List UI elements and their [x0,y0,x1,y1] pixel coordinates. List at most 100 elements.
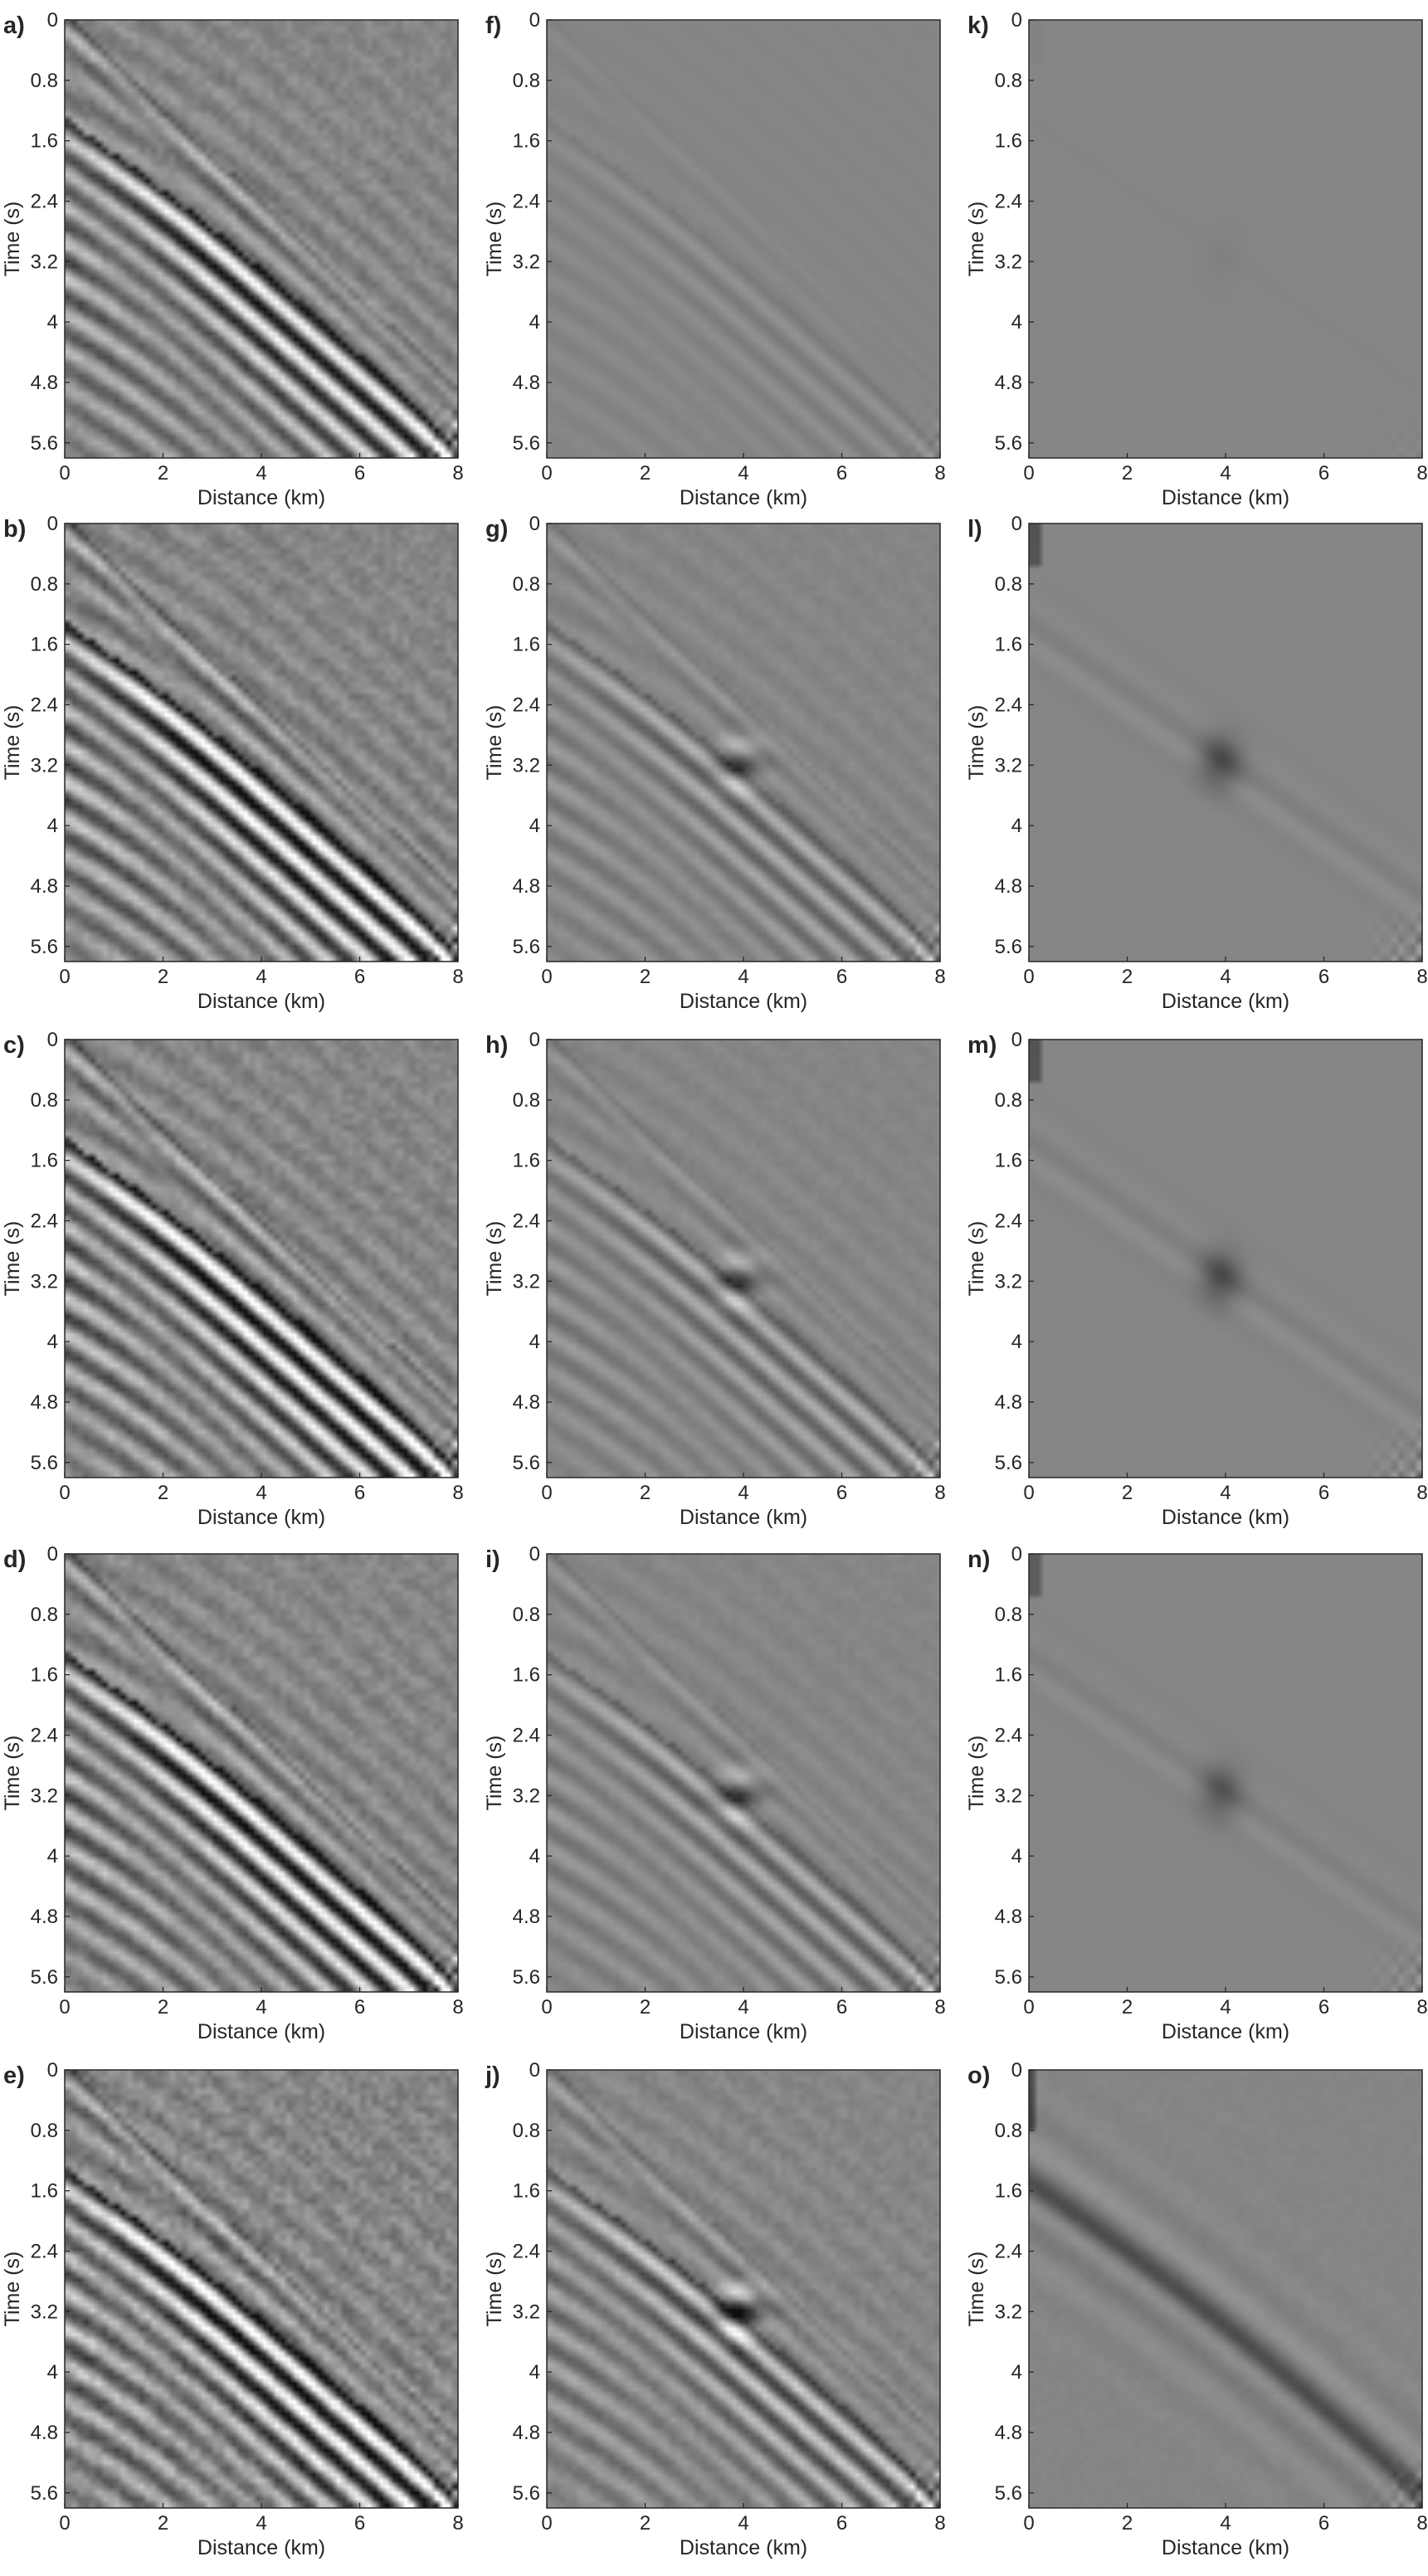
y-tick-label: 4.8 [31,2422,58,2444]
gather-image [1029,1554,1422,1992]
x-tick-label: 2 [1122,1996,1133,2018]
x-tick-label: 2 [640,1996,651,2018]
y-tick-label: 4 [47,1331,58,1353]
y-tick-label: 5.6 [513,1452,540,1474]
y-tick-label: 2.4 [513,1724,540,1746]
panel-h: 0 2 4 6 8 0 0.8 1.6 2.4 3.2 4 4.8 5.6 Distance (km) Ti… [483,1029,946,1529]
y-tick-label: 4 [47,1845,58,1867]
x-tick-label: 4 [256,1482,266,1504]
y-axis-title: Time (s) [965,202,988,277]
gather-image [547,1040,940,1478]
y-tick-label: 1.6 [995,2180,1022,2203]
panel-f: 0 2 4 6 8 0 0.8 1.6 2.4 3.2 4 4.8 5.6 Distance (km) Ti… [483,9,946,509]
y-axis-title: Time (s) [965,705,988,781]
x-tick-label: 4 [738,1482,748,1504]
y-tick-label: 5.6 [31,2482,58,2505]
y-tick-label: 4.8 [995,372,1022,394]
y-tick-label: 0.8 [31,573,58,596]
x-axis-title: Distance (km) [197,1506,325,1529]
y-tick-label: 0 [529,9,540,32]
x-tick-label: 0 [59,966,70,988]
y-tick-label: 0.8 [513,1604,540,1626]
panel-l: 0 2 4 6 8 0 0.8 1.6 2.4 3.2 4 4.8 5.6 Distance (km) Ti… [965,513,1428,1013]
panel-label: n) [967,1546,990,1573]
x-tick-label: 0 [59,1482,70,1504]
y-tick-label: 2.4 [995,1210,1022,1232]
y-tick-label: 4 [529,1331,540,1353]
x-tick-label: 8 [452,966,463,988]
y-tick-label: 0.8 [513,1089,540,1112]
x-tick-label: 4 [1220,1482,1231,1504]
y-tick-label: 0 [1011,513,1022,535]
x-tick-label: 6 [354,966,365,988]
x-tick-label: 6 [836,1996,847,2018]
y-tick-label: 2.4 [31,1210,58,1232]
x-axis-title: Distance (km) [680,486,807,509]
x-tick-label: 0 [1023,966,1034,988]
x-tick-label: 6 [1318,2512,1329,2535]
y-tick-label: 2.4 [513,1210,540,1232]
y-tick-label: 5.6 [995,432,1022,455]
y-tick-label: 0 [1011,1543,1022,1566]
x-tick-label: 8 [934,1996,945,2018]
y-tick-label: 4 [47,311,58,334]
x-tick-label: 4 [738,1996,748,2018]
panel-label: e) [3,2062,25,2089]
x-tick-label: 0 [541,966,552,988]
y-tick-label: 4.8 [31,1391,58,1414]
x-tick-label: 6 [836,2512,847,2535]
y-tick-label: 3.2 [31,2301,58,2323]
panel-label: f) [485,12,501,39]
y-tick-label: 0.8 [513,70,540,92]
gather-image [547,523,940,962]
x-tick-label: 6 [836,966,847,988]
gather-image [547,1554,940,1992]
y-tick-label: 0.8 [513,2120,540,2142]
panel-label: h) [485,1032,508,1059]
x-tick-label: 2 [640,462,651,485]
x-tick-label: 4 [256,1996,266,2018]
y-tick-label: 4 [529,1845,540,1867]
gather-image [1029,1040,1422,1478]
x-tick-label: 0 [541,2512,552,2535]
gather-image [547,20,940,458]
panel-label: j) [485,2062,500,2089]
x-tick-label: 2 [158,2512,168,2535]
x-axis-title: Distance (km) [1162,2536,1289,2559]
x-axis-title: Distance (km) [680,990,807,1013]
x-tick-label: 8 [1416,966,1427,988]
y-tick-label: 2.4 [513,190,540,212]
panel-m: 0 2 4 6 8 0 0.8 1.6 2.4 3.2 4 4.8 5.6 Distance (km) Ti… [965,1029,1428,1529]
y-tick-label: 3.2 [513,2301,540,2323]
y-tick-label: 4 [529,311,540,334]
y-tick-label: 4 [1011,1331,1022,1353]
panel-label: i) [485,1546,500,1573]
y-tick-label: 2.4 [995,2240,1022,2262]
x-tick-label: 8 [934,2512,945,2535]
y-tick-label: 2.4 [995,190,1022,212]
x-tick-label: 8 [934,462,945,485]
y-tick-label: 3.2 [995,251,1022,273]
y-axis-title: Time (s) [965,1221,988,1297]
y-tick-label: 0 [529,2059,540,2082]
y-tick-label: 0.8 [31,1089,58,1112]
x-tick-label: 4 [256,966,266,988]
y-tick-label: 0 [47,2059,58,2082]
x-tick-label: 2 [158,462,168,485]
x-tick-label: 8 [1416,2512,1427,2535]
x-tick-label: 0 [541,462,552,485]
y-axis-title: Time (s) [1,2252,24,2327]
panel-a: 0 2 4 6 8 0 0.8 1.6 2.4 3.2 4 4.8 5.6 Distance (km) Ti… [1,9,464,509]
y-tick-label: 0.8 [31,70,58,92]
x-axis-title: Distance (km) [680,2020,807,2043]
y-tick-label: 5.6 [995,2482,1022,2505]
y-axis-title: Time (s) [965,1736,988,1811]
y-axis-title: Time (s) [1,202,24,277]
x-tick-label: 4 [1220,1996,1231,2018]
y-tick-label: 5.6 [31,1452,58,1474]
x-axis-title: Distance (km) [197,2020,325,2043]
x-axis-title: Distance (km) [1162,486,1289,509]
y-axis-title: Time (s) [965,2252,988,2327]
y-tick-label: 5.6 [31,1966,58,1989]
y-tick-label: 1.6 [513,130,540,153]
